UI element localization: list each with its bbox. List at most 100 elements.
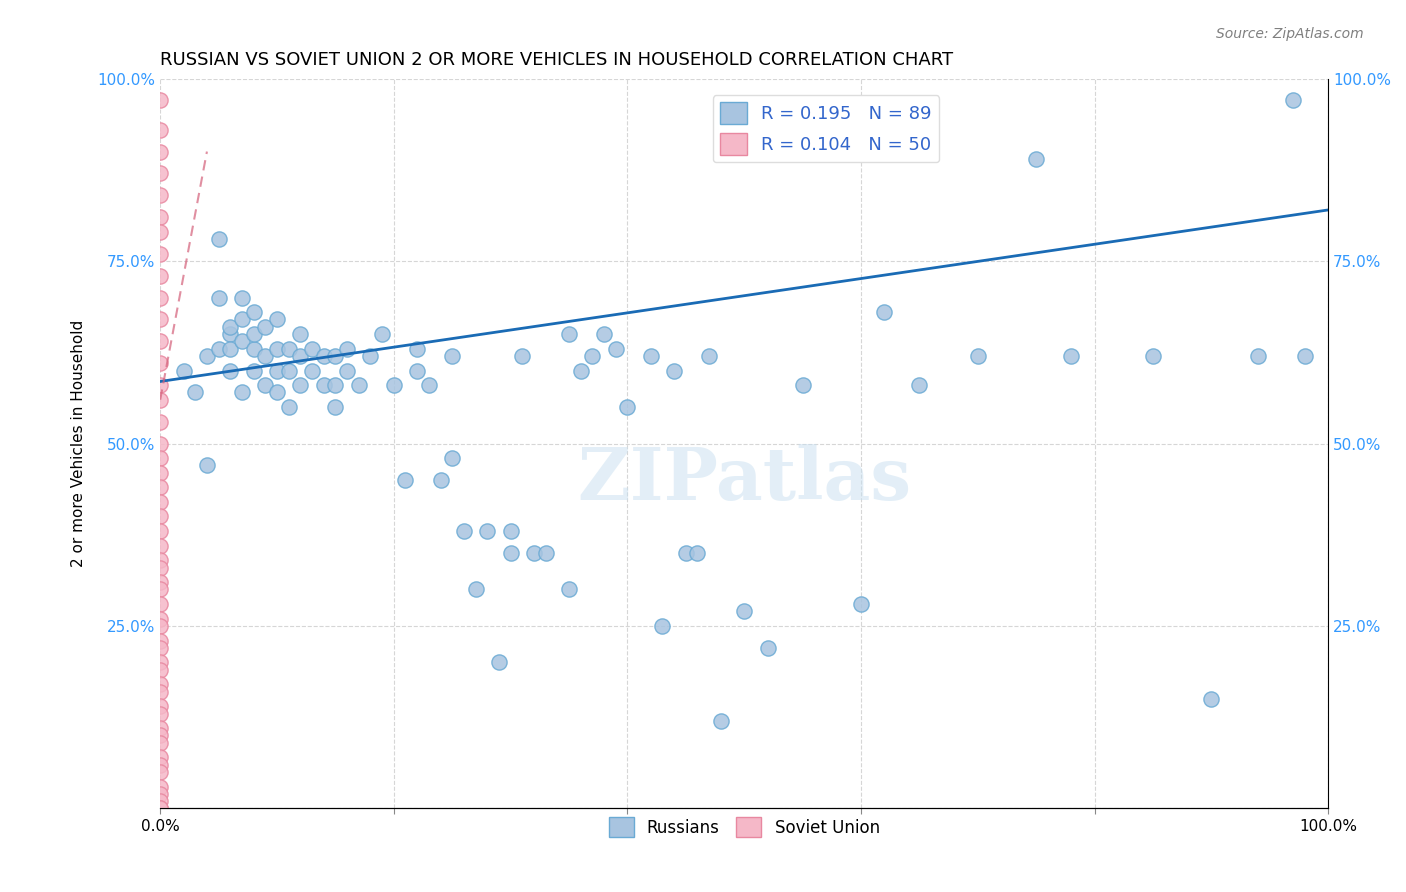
- Point: [149, 633, 172, 648]
- Point: [149, 721, 172, 735]
- Point: [149, 145, 172, 159]
- Point: [581, 349, 603, 363]
- Point: [464, 582, 486, 597]
- Point: [558, 582, 581, 597]
- Point: [149, 436, 172, 450]
- Point: [149, 466, 172, 480]
- Point: [149, 509, 172, 524]
- Point: [254, 319, 277, 334]
- Point: [266, 342, 288, 356]
- Point: [756, 640, 779, 655]
- Point: [1025, 152, 1047, 166]
- Point: [710, 714, 733, 728]
- Point: [149, 560, 172, 574]
- Point: [149, 495, 172, 509]
- Point: [231, 385, 253, 400]
- Point: [290, 326, 312, 341]
- Point: [605, 342, 627, 356]
- Point: [231, 291, 253, 305]
- Point: [219, 319, 242, 334]
- Point: [849, 597, 872, 611]
- Point: [523, 546, 546, 560]
- Point: [325, 349, 347, 363]
- Legend: Russians, Soviet Union: Russians, Soviet Union: [602, 810, 887, 844]
- Point: [290, 378, 312, 392]
- Point: [277, 400, 299, 414]
- Point: [149, 656, 172, 670]
- Point: [675, 546, 697, 560]
- Point: [429, 473, 451, 487]
- Point: [149, 392, 172, 407]
- Point: [149, 780, 172, 794]
- Point: [149, 699, 172, 714]
- Point: [966, 349, 988, 363]
- Point: [441, 349, 464, 363]
- Point: [254, 349, 277, 363]
- Point: [219, 363, 242, 377]
- Point: [1060, 349, 1083, 363]
- Point: [325, 378, 347, 392]
- Point: [149, 787, 172, 801]
- Point: [418, 378, 440, 392]
- Point: [149, 122, 172, 136]
- Point: [149, 801, 172, 815]
- Point: [593, 326, 616, 341]
- Point: [371, 326, 394, 341]
- Point: [477, 524, 499, 538]
- Point: [266, 385, 288, 400]
- Point: [149, 415, 172, 429]
- Point: [662, 363, 685, 377]
- Point: [149, 225, 172, 239]
- Y-axis label: 2 or more Vehicles in Household: 2 or more Vehicles in Household: [72, 320, 86, 567]
- Point: [149, 268, 172, 283]
- Point: [1294, 349, 1316, 363]
- Point: [254, 378, 277, 392]
- Point: [336, 363, 359, 377]
- Point: [149, 684, 172, 698]
- Point: [733, 604, 755, 618]
- Point: [149, 677, 172, 691]
- Point: [219, 326, 242, 341]
- Point: [207, 342, 229, 356]
- Point: [149, 582, 172, 597]
- Point: [149, 612, 172, 626]
- Point: [558, 326, 581, 341]
- Point: [219, 342, 242, 356]
- Point: [406, 363, 429, 377]
- Point: [149, 757, 172, 772]
- Point: [149, 188, 172, 202]
- Point: [406, 342, 429, 356]
- Point: [149, 480, 172, 494]
- Point: [149, 597, 172, 611]
- Point: [149, 619, 172, 633]
- Point: [207, 232, 229, 246]
- Point: [510, 349, 533, 363]
- Point: [453, 524, 475, 538]
- Point: [1201, 692, 1223, 706]
- Point: [616, 400, 638, 414]
- Point: [149, 334, 172, 349]
- Point: [195, 458, 218, 473]
- Point: [277, 363, 299, 377]
- Point: [231, 312, 253, 326]
- Point: [149, 575, 172, 590]
- Point: [640, 349, 662, 363]
- Point: [149, 524, 172, 538]
- Point: [149, 801, 172, 815]
- Point: [149, 553, 172, 567]
- Point: [651, 619, 673, 633]
- Point: [1247, 349, 1270, 363]
- Text: RUSSIAN VS SOVIET UNION 2 OR MORE VEHICLES IN HOUSEHOLD CORRELATION CHART: RUSSIAN VS SOVIET UNION 2 OR MORE VEHICL…: [160, 51, 953, 69]
- Point: [149, 729, 172, 743]
- Point: [312, 349, 335, 363]
- Point: [231, 334, 253, 349]
- Point: [301, 363, 323, 377]
- Point: [242, 363, 264, 377]
- Point: [873, 305, 896, 319]
- Point: [1142, 349, 1164, 363]
- Point: [149, 640, 172, 655]
- Point: [149, 663, 172, 677]
- Point: [382, 378, 405, 392]
- Point: [325, 400, 347, 414]
- Point: [499, 524, 522, 538]
